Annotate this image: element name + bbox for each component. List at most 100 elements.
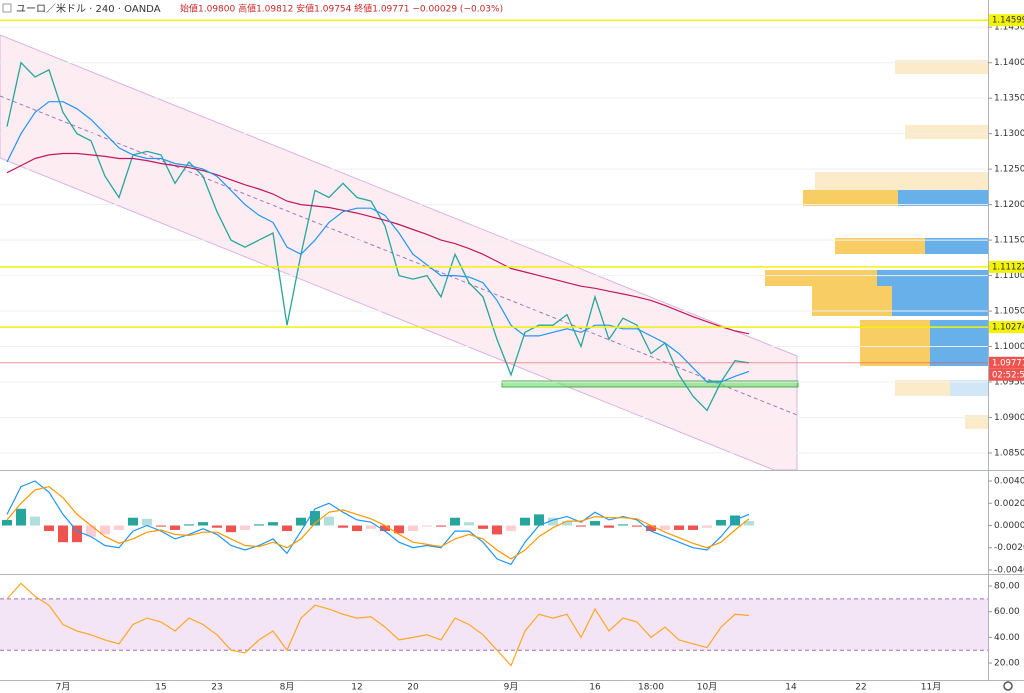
x-tick-label: 20 <box>407 683 419 693</box>
level-tag <box>989 321 1024 334</box>
histogram-bar <box>324 516 334 526</box>
decor <box>0 26 988 471</box>
profile-row <box>965 415 988 429</box>
histogram-bar <box>464 522 474 526</box>
histogram-bar <box>16 508 26 526</box>
histogram-bar <box>548 517 558 526</box>
collapse-icon[interactable] <box>2 3 12 13</box>
histogram-bar <box>380 525 390 532</box>
profile-row <box>877 270 988 286</box>
level-tag <box>989 14 1024 27</box>
histogram-bar <box>618 524 628 526</box>
histogram-bar <box>100 525 110 535</box>
histogram-bar <box>632 525 642 527</box>
x-tick-label: 8月 <box>280 682 295 693</box>
support-zone <box>501 380 799 388</box>
countdown-tag <box>989 368 1024 381</box>
profile-row <box>765 270 877 286</box>
y-tick-label: 1.09500 <box>994 378 1024 388</box>
histogram-bar <box>268 522 278 526</box>
histogram-bar <box>254 524 264 526</box>
settings-icon[interactable] <box>1003 681 1013 691</box>
histogram-bar <box>366 525 376 529</box>
histogram-bar <box>142 518 152 526</box>
histogram-bar <box>30 516 40 526</box>
histogram-bar <box>184 524 194 526</box>
profile-row <box>815 172 988 190</box>
histogram-bar <box>156 525 166 527</box>
profile-row <box>895 60 988 74</box>
histogram-bar <box>744 521 754 526</box>
histogram-bar <box>128 517 138 526</box>
x-tick-label: 12 <box>351 683 362 693</box>
y-tick-label: 40.00 <box>994 633 1020 643</box>
histogram-bar <box>534 514 544 526</box>
histogram-bar <box>282 525 292 532</box>
histogram-bar <box>646 525 656 532</box>
histogram-bar <box>422 525 432 527</box>
y-tick-label: 60.00 <box>994 607 1020 617</box>
level-label: 1.11122 <box>992 262 1024 272</box>
histogram-bar <box>716 519 726 526</box>
y-tick-label: 1.14000 <box>994 58 1024 68</box>
x-tick-label: 18:00 <box>638 683 664 693</box>
profile-row <box>835 238 925 254</box>
y-tick-label: 1.11000 <box>994 271 1024 281</box>
x-tick-label: 7月 <box>56 682 71 693</box>
histogram-bar <box>562 521 572 526</box>
level-tag <box>989 260 1024 273</box>
histogram-bar <box>72 525 82 543</box>
rsi-band <box>0 598 988 651</box>
x-tick-label: 9月 <box>504 682 519 693</box>
y-tick-label: 1.12000 <box>994 200 1024 210</box>
histogram-bar <box>702 525 712 528</box>
ohlc: 始値1.09800 高値1.09812 安値1.09754 終値1.09771 … <box>180 3 503 15</box>
y-tick-label: 1.14500 <box>994 23 1024 33</box>
y-tick-label: 0.00400 <box>994 477 1024 487</box>
x-tick-label: 22 <box>855 683 866 693</box>
y-tick-label: -0.00400 <box>994 565 1024 575</box>
series-line <box>6 152 750 335</box>
profile-row <box>950 380 988 396</box>
histogram-bar <box>506 525 516 532</box>
y-tick-label: 1.12500 <box>994 165 1024 175</box>
level-tag <box>989 356 1024 369</box>
series-line <box>6 480 750 566</box>
histogram-bar <box>226 525 236 533</box>
x-tick-label: 11月 <box>921 682 941 693</box>
y-tick-label: 1.10000 <box>994 342 1024 352</box>
x-tick-label: 14 <box>785 683 797 693</box>
channel-midline <box>0 95 798 416</box>
histogram-bar <box>2 519 12 526</box>
histogram-bar <box>170 525 180 530</box>
countdown: 02:52:55 <box>992 370 1024 380</box>
histogram-bar <box>590 521 600 526</box>
y-tick-label: 1.13500 <box>994 94 1024 104</box>
histogram-bar <box>436 525 446 527</box>
histogram-bar <box>352 525 362 532</box>
y-tick-label: 1.10500 <box>994 307 1024 317</box>
y-tick-label: 80.00 <box>994 582 1020 592</box>
histogram-bar <box>240 525 250 530</box>
histogram-bar <box>450 517 460 526</box>
histogram-bar <box>394 525 404 534</box>
y-tick-label: 1.08500 <box>994 448 1024 458</box>
histogram-bar <box>58 525 68 543</box>
x-tick-label: 15 <box>155 683 166 693</box>
histogram-bar <box>44 525 54 532</box>
x-tick-label: 16 <box>589 683 601 693</box>
histogram-bar <box>660 525 670 530</box>
profile-row <box>898 190 988 206</box>
level-label: 1.10274 <box>992 323 1024 333</box>
symbol: ユーロ／米ドル · 240 · OANDA <box>16 2 161 15</box>
level-label: 1.09771 <box>992 358 1024 368</box>
histogram-bar <box>520 517 530 526</box>
series-line <box>6 485 750 560</box>
histogram-bar <box>296 517 306 526</box>
histogram-bar <box>604 525 614 528</box>
